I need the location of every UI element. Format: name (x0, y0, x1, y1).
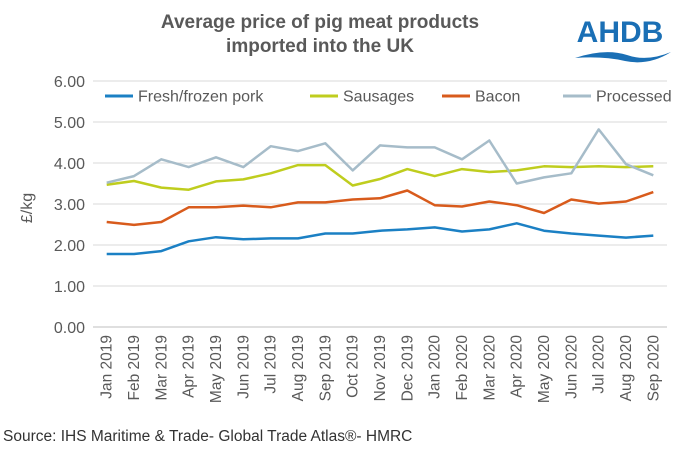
ahdb-logo: AHDB (575, 16, 671, 63)
chart-title-line-1: Average price of pig meat products (160, 12, 480, 33)
legend-label-sausages: Sausages (343, 89, 414, 106)
x-tick-label: May 2019 (208, 335, 225, 403)
x-tick-label: Feb 2019 (126, 335, 143, 401)
x-tick-label: Nov 2019 (372, 335, 389, 401)
y-tick-label: 5.00 (54, 115, 85, 132)
x-tick-label: Feb 2020 (454, 335, 471, 401)
series-lines (106, 128, 654, 256)
source-note: Source: IHS Maritime & Trade- Global Tra… (3, 428, 413, 445)
series-line-sausages (106, 163, 654, 191)
x-tick-label: Jan 2019 (99, 335, 116, 399)
series-line-processed (106, 128, 654, 185)
gridlines (93, 80, 667, 328)
y-tick-label: 4.00 (54, 156, 85, 173)
y-tick-label: 0.00 (54, 320, 85, 337)
legend: Fresh/frozen pork Sausages Bacon Processed (105, 89, 672, 106)
legend-label-bacon: Bacon (475, 89, 520, 106)
y-tick-label: 1.00 (54, 279, 85, 296)
y-axis-tick-labels: 0.00 1.00 2.00 3.00 4.00 5.00 6.00 (54, 74, 85, 337)
y-tick-label: 6.00 (54, 74, 85, 91)
logo-text: AHDB (577, 16, 664, 49)
y-tick-label: 3.00 (54, 197, 85, 214)
x-tick-label: Jul 2019 (263, 335, 280, 394)
legend-label-fresh: Fresh/frozen pork (138, 89, 264, 106)
x-tick-label: Sep 2019 (317, 335, 334, 401)
series-line-fresh (106, 222, 654, 256)
legend-label-processed: Processed (596, 89, 672, 106)
y-tick-label: 2.00 (54, 238, 85, 255)
chart-title-line-2: imported into the UK (226, 36, 414, 57)
x-tick-label: Jul 2020 (591, 335, 608, 394)
logo-swoosh (575, 52, 671, 63)
y-axis-label: £/kg (19, 193, 36, 223)
x-tick-label: Aug 2019 (290, 335, 307, 401)
series-line-bacon (106, 189, 654, 227)
x-tick-label: Apr 2019 (181, 335, 198, 398)
x-tick-label: Mar 2020 (481, 335, 498, 401)
x-tick-label: Sep 2020 (645, 335, 662, 402)
x-tick-label: Oct 2019 (345, 335, 362, 398)
x-tick-label: Jun 2020 (563, 335, 580, 399)
x-tick-label: Aug 2020 (618, 335, 635, 402)
x-tick-label: Apr 2020 (509, 335, 526, 398)
x-tick-label: Mar 2019 (153, 335, 170, 400)
x-axis-tick-labels: Jan 2019 Feb 2019 Mar 2019 Apr 2019 May 2019… (99, 335, 663, 403)
x-tick-label: May 2020 (536, 335, 553, 403)
x-tick-label: Jan 2020 (427, 335, 444, 399)
x-tick-label: Dec 2019 (399, 335, 416, 401)
x-tick-label: Jun 2019 (235, 335, 252, 399)
